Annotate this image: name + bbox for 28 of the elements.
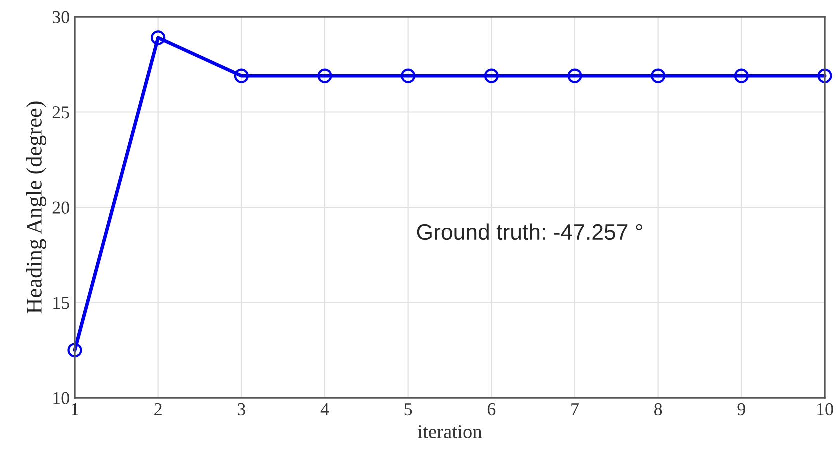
x-tick-label: 1 bbox=[72, 403, 78, 416]
y-tick-label: 25 bbox=[52, 106, 70, 119]
annotation: Ground truth: -47.257 ° bbox=[417, 224, 642, 240]
x-tick-label: 10 bbox=[818, 403, 834, 416]
y-axis-title: Heading Angle (degree) bbox=[26, 102, 47, 314]
x-tick-label: 5 bbox=[404, 404, 412, 416]
point bbox=[484, 68, 499, 84]
x-tick-label: 4 bbox=[320, 404, 330, 416]
x-axis-title: iteration bbox=[418, 425, 482, 438]
point bbox=[151, 30, 166, 46]
x-tick-label: 6 bbox=[488, 403, 496, 416]
point bbox=[734, 68, 749, 84]
y-tick-label: 10 bbox=[54, 392, 70, 404]
point bbox=[568, 68, 582, 84]
x-tick-label: 7 bbox=[572, 404, 579, 416]
x-tick-label: 8 bbox=[654, 403, 662, 416]
y-tick-label: 20 bbox=[52, 202, 70, 214]
point bbox=[401, 68, 416, 84]
x-tick-label: 2 bbox=[154, 403, 162, 416]
x-tick-label: 9 bbox=[738, 403, 746, 416]
point bbox=[68, 343, 82, 358]
point bbox=[651, 68, 666, 84]
y-tick-label: 15 bbox=[54, 297, 70, 310]
point bbox=[318, 68, 332, 84]
x-tick-label: 3 bbox=[238, 403, 246, 416]
y-tick-label: 30 bbox=[52, 11, 70, 24]
point bbox=[234, 68, 249, 84]
point bbox=[818, 68, 832, 84]
